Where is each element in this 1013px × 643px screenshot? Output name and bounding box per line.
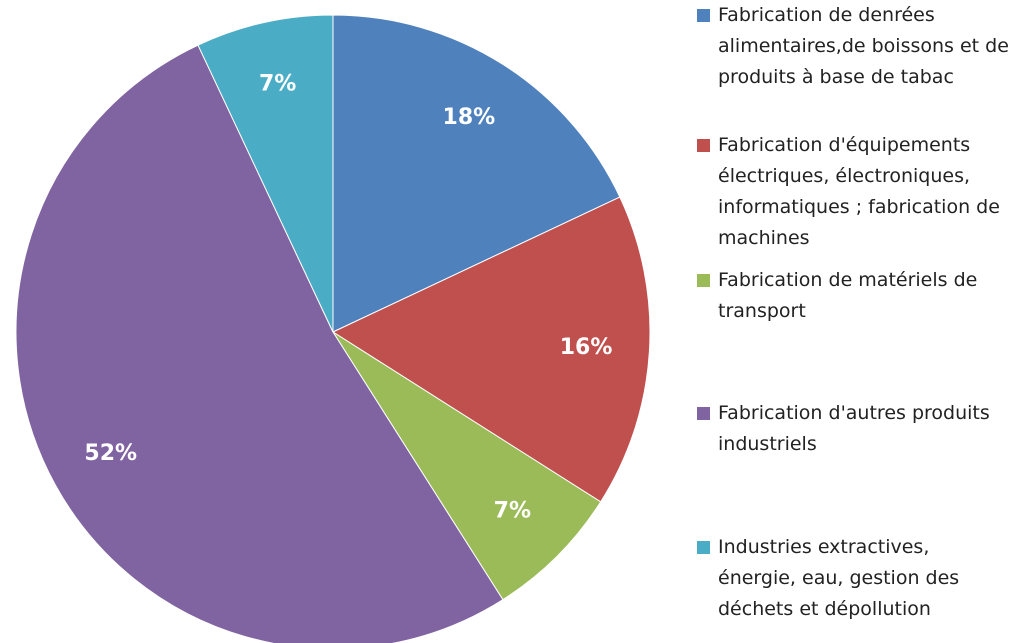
legend-item: Fabrication d'autres produits industriel… <box>697 398 1013 460</box>
legend-item: Industries extractives, énergie, eau, ge… <box>697 532 1013 625</box>
legend-item: Fabrication de denrées alimentaires,de b… <box>697 0 1013 93</box>
legend-label: Industries extractives, énergie, eau, ge… <box>718 536 960 620</box>
legend-label: Fabrication de denrées alimentaires,de b… <box>718 4 1009 88</box>
pie-slice <box>197 14 334 333</box>
pie-slice <box>331 196 651 503</box>
pie-slice <box>332 14 621 333</box>
legend-swatch <box>697 9 710 22</box>
data-label: 52% <box>84 441 137 466</box>
legend-label: Fabrication d'équipements électriques, é… <box>718 134 1000 249</box>
legend-swatch <box>697 541 710 554</box>
legend-label: Fabrication de matériels de transport <box>718 269 978 322</box>
data-label: 7% <box>494 498 531 523</box>
legend-swatch <box>697 274 710 287</box>
chart: 18% 16% 7% 52% 7% <box>15 14 651 643</box>
legend-swatch <box>697 139 710 152</box>
data-label: 18% <box>443 105 496 130</box>
pie-slice <box>15 44 504 643</box>
legend-item: Fabrication d'équipements électriques, é… <box>697 130 1013 254</box>
data-label: 7% <box>259 72 296 97</box>
data-label: 16% <box>560 335 613 360</box>
legend-label: Fabrication d'autres produits industriel… <box>718 402 990 455</box>
legend-item: Fabrication de matériels de transport <box>697 265 1013 327</box>
legend-swatch <box>697 407 710 420</box>
pie-slice <box>332 331 602 601</box>
